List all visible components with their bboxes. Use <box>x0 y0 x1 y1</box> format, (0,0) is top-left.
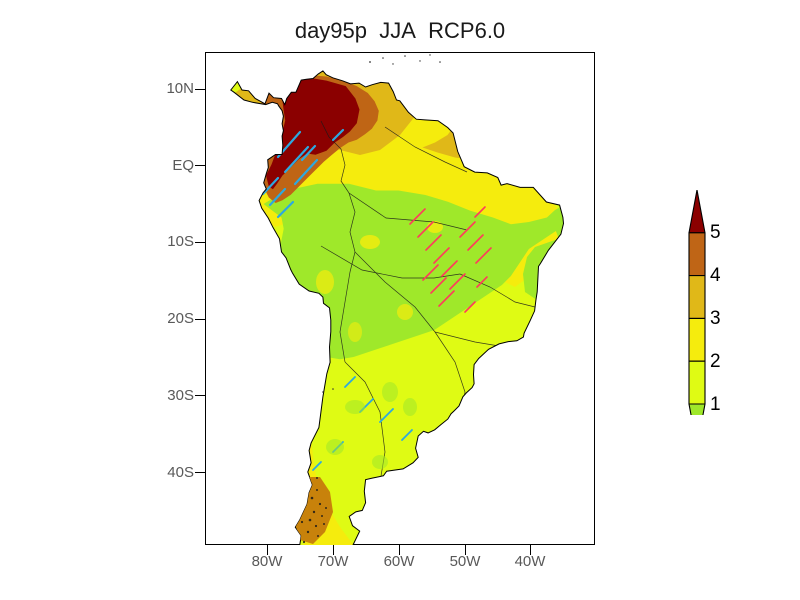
svg-text:2: 2 <box>710 351 721 372</box>
svg-text:5: 5 <box>710 222 721 243</box>
svg-text:4: 4 <box>710 265 721 286</box>
svg-text:3: 3 <box>710 308 721 329</box>
svg-text:1: 1 <box>710 394 721 415</box>
